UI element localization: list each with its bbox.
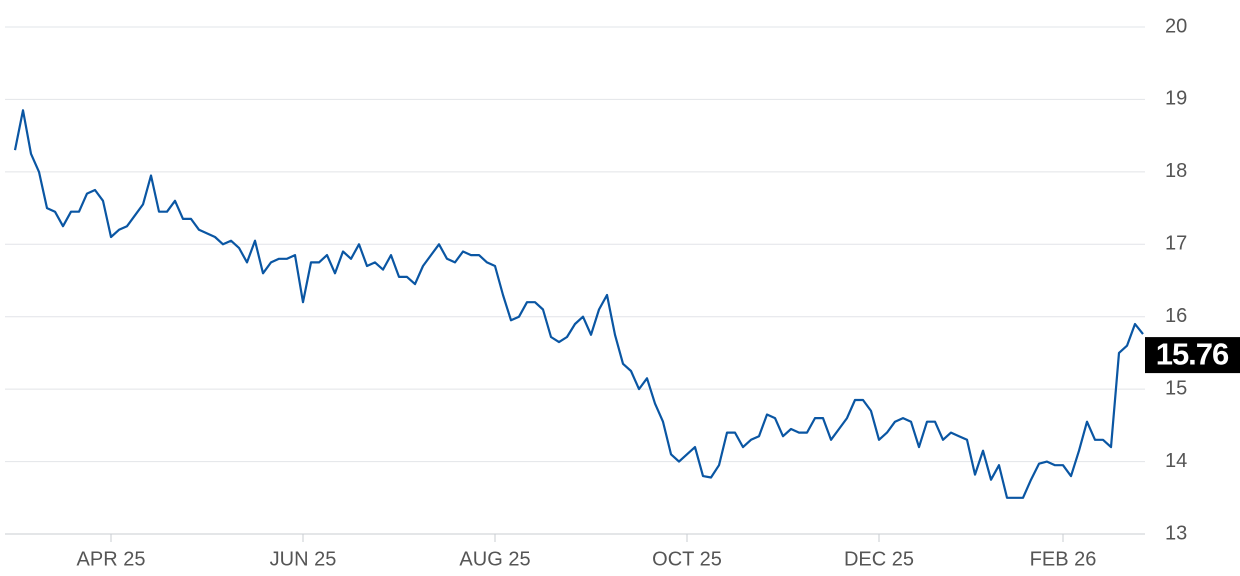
y-tick-label: 14 [1165, 450, 1187, 472]
last-value-label: 15.76 [1156, 336, 1229, 371]
last-value-badge [1145, 337, 1240, 374]
price-line [13, 109, 1144, 499]
y-tick-label: 19 [1165, 88, 1187, 110]
x-tick-label: OCT 25 [652, 548, 722, 570]
x-tick-label: DEC 25 [844, 548, 914, 570]
y-tick-label: 13 [1165, 522, 1187, 544]
y-tick-label: 20 [1165, 15, 1187, 37]
y-tick-label: 16 [1165, 305, 1187, 327]
x-tick-label: AUG 25 [459, 548, 530, 570]
x-tick-label: JUN 25 [270, 548, 337, 570]
y-tick-label: 18 [1165, 160, 1187, 182]
y-tick-label: 17 [1165, 233, 1187, 255]
x-tick-label: FEB 26 [1030, 548, 1097, 570]
y-tick-label: 15 [1165, 377, 1187, 399]
x-tick-label: APR 25 [77, 548, 146, 570]
